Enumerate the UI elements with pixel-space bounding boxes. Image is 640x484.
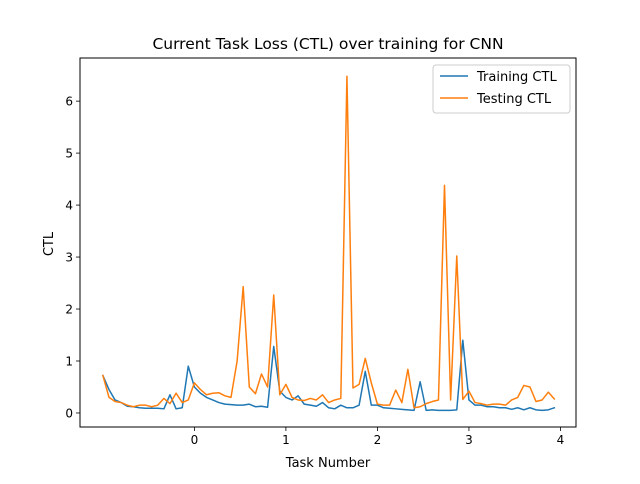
- y-tick-label: 2: [65, 303, 73, 317]
- x-tick-label: 1: [282, 433, 290, 447]
- y-tick-label: 1: [65, 354, 73, 368]
- legend-label-1: Training CTL: [476, 70, 557, 85]
- x-tick-label: 4: [557, 433, 565, 447]
- series-line-1: [101, 339, 556, 412]
- legend-box: [432, 64, 571, 114]
- y-axis-label: CTL: [42, 231, 57, 256]
- axes-frame: [79, 57, 577, 428]
- y-tick-label: 3: [65, 251, 73, 265]
- x-axis-ticks: 0 1 2 3 4: [191, 427, 565, 447]
- axes: [79, 57, 577, 428]
- legend-label-2: Testing CTL: [476, 92, 552, 107]
- y-tick-label: 5: [65, 147, 73, 161]
- plot-area: [101, 75, 556, 412]
- y-axis-ticks: 0 1 2 3 4 5 6: [65, 95, 80, 420]
- series-line-2: [101, 75, 556, 409]
- x-axis-label: Task Number: [285, 456, 371, 471]
- x-tick-label: 2: [374, 433, 382, 447]
- chart-title: Current Task Loss (CTL) over training fo…: [152, 35, 503, 53]
- y-tick-label: 4: [65, 199, 73, 213]
- legend: Training CTL Testing CTL: [432, 64, 571, 114]
- x-tick-label: 3: [465, 433, 473, 447]
- y-tick-label: 0: [65, 406, 73, 420]
- x-tick-label: 0: [191, 433, 199, 447]
- y-tick-label: 6: [65, 95, 73, 109]
